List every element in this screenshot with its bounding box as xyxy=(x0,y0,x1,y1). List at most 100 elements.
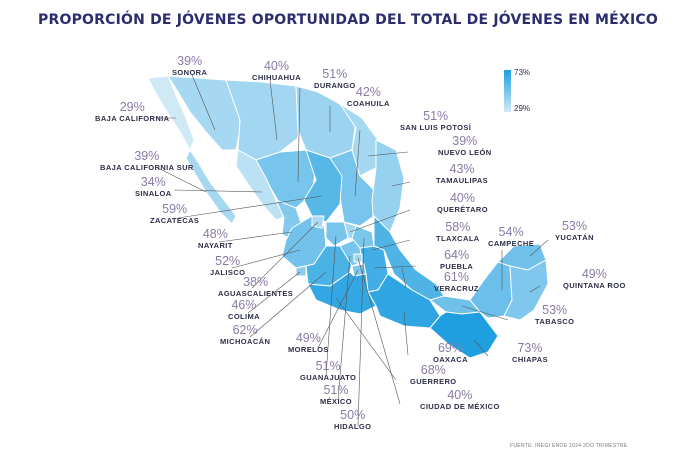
state-name: VERACRUZ xyxy=(434,283,479,293)
leader-line-quintana-roo xyxy=(529,285,541,293)
legend-min-label: 29% xyxy=(514,104,531,113)
state-pct: 61% xyxy=(443,270,469,284)
state-name: COLIMA xyxy=(228,311,260,321)
leader-lines xyxy=(156,74,549,427)
leader-line-chihuahua xyxy=(269,79,278,141)
state-shape-guanajuato xyxy=(325,221,349,247)
state-name: TLAXCALA xyxy=(436,233,480,243)
state-shape-colima xyxy=(295,265,307,277)
state-label-yucatan: 53% YUCATÁN xyxy=(555,220,594,241)
leader-line-morelos xyxy=(317,269,359,349)
state-label-campeche: 54% CAMPECHE xyxy=(488,226,534,247)
state-label-morelos: 49% MORELOS xyxy=(288,332,329,353)
state-label-zacatecas: 59% ZACATECAS xyxy=(150,203,199,224)
state-pct: 58% xyxy=(445,220,471,234)
leader-line-zacatecas xyxy=(177,195,323,219)
state-name: MORELOS xyxy=(288,344,329,354)
state-pct: 54% xyxy=(498,225,524,239)
state-pct: 51% xyxy=(423,109,449,123)
state-shape-chiapas xyxy=(429,311,499,359)
leader-line-durango xyxy=(297,87,301,183)
state-label-tamaulipas: 43% TAMAULIPAS xyxy=(436,163,488,184)
state-name: QUERÉTARO xyxy=(437,204,488,214)
state-pct: 49% xyxy=(295,331,321,345)
state-pct: 51% xyxy=(322,67,348,81)
leader-line-san-luis-potosi xyxy=(354,129,361,197)
state-pct: 52% xyxy=(215,254,241,268)
state-label-jalisco: 52% JALISCO xyxy=(210,255,245,276)
state-name: QUINTANA ROO xyxy=(563,280,626,290)
leader-line-mexico xyxy=(337,255,351,401)
state-label-hidalgo: 50% HIDALGO xyxy=(334,409,371,430)
state-pct: 53% xyxy=(542,303,568,317)
state-name: NAYARIT xyxy=(198,240,233,250)
state-shape-quintana-roo xyxy=(503,259,549,321)
state-label-aguascalientes: 38% AGUASCALIENTES xyxy=(218,276,293,297)
state-name: TABASCO xyxy=(535,316,575,326)
state-name: SAN LUIS POTOSÍ xyxy=(400,122,472,132)
leader-line-hidalgo xyxy=(357,237,365,427)
leader-line-nayarit xyxy=(218,231,293,243)
state-name: BAJA CALIFORNIA xyxy=(95,113,170,123)
leader-line-michoacan xyxy=(249,271,327,338)
state-label-san-luis-potosi: 51% SAN LUIS POTOSÍ xyxy=(400,110,471,131)
state-pct: 51% xyxy=(315,359,341,373)
state-pct: 40% xyxy=(263,59,290,73)
state-label-tabasco: 53% TABASCO xyxy=(535,304,574,325)
state-label-quintana-roo: 49% QUINTANA ROO xyxy=(563,268,626,289)
state-pct: 42% xyxy=(355,85,381,99)
state-label-chiapas: 73% CHIAPAS xyxy=(512,342,548,363)
state-label-chihuahua: 40% CHIHUAHUA xyxy=(252,60,301,81)
state-name: ZACATECAS xyxy=(150,215,200,225)
state-label-baja-california: 29% BAJA CALIFORNIA xyxy=(95,101,169,122)
state-label-coahuila: 42% COAHUILA xyxy=(347,86,390,107)
legend-gradient-bar xyxy=(504,70,511,112)
state-label-tlaxcala: 58% TLAXCALA xyxy=(436,221,480,242)
state-name: MICHOACÁN xyxy=(220,336,271,346)
state-pct: 48% xyxy=(202,227,228,241)
state-pct: 34% xyxy=(140,175,166,189)
leader-line-tabasco xyxy=(461,305,509,321)
state-label-nayarit: 48% NAYARIT xyxy=(198,228,233,249)
state-pct: 46% xyxy=(231,298,257,312)
state-name: DURANGO xyxy=(314,80,356,90)
leader-line-puebla xyxy=(373,265,417,269)
state-shape-baja-california-sur xyxy=(185,149,237,225)
leader-line-aguascalientes xyxy=(251,221,319,289)
leader-line-sonora xyxy=(191,74,216,131)
state-pct: 69% xyxy=(437,341,463,355)
state-name: SONORA xyxy=(172,67,208,77)
state-shapes xyxy=(147,75,549,359)
state-label-colima: 46% COLIMA xyxy=(228,299,260,320)
legend-max-label: 73% xyxy=(514,68,531,77)
state-pct: 62% xyxy=(232,323,258,337)
state-pct: 59% xyxy=(162,202,188,216)
leader-line-guanajuato xyxy=(325,235,337,377)
state-name: CHIAPAS xyxy=(512,354,548,364)
state-shape-baja-california xyxy=(147,75,195,152)
leader-line-queretaro xyxy=(349,209,411,233)
state-name: CHIHUAHUA xyxy=(252,72,302,82)
state-name: MÉXICO xyxy=(320,396,352,406)
state-name: TAMAULIPAS xyxy=(436,175,489,185)
page-title: PROPORCIÓN DE JÓVENES OPORTUNIDAD DEL TO… xyxy=(38,12,658,28)
state-label-oaxaca: 69% OAXACA xyxy=(433,342,468,363)
state-name: BAJA CALIFORNIA SUR xyxy=(100,162,194,172)
leader-line-baja-california-sur xyxy=(157,167,207,193)
leader-line-tlaxcala xyxy=(371,239,411,251)
state-pct: 39% xyxy=(452,134,478,148)
state-pct: 40% xyxy=(447,388,473,402)
state-shape-chihuahua xyxy=(225,79,301,161)
leader-line-oaxaca xyxy=(403,311,409,356)
state-label-michoacan: 62% MICHOACÁN xyxy=(220,324,270,345)
state-pct: 29% xyxy=(119,100,145,114)
state-pct: 51% xyxy=(323,383,349,397)
state-label-queretaro: 40% QUERÉTARO xyxy=(437,192,488,213)
leader-line-chiapas xyxy=(473,339,489,357)
state-pct: 64% xyxy=(444,248,470,262)
state-name: NUEVO LEÓN xyxy=(438,147,492,157)
leader-line-veracruz xyxy=(401,267,407,289)
state-label-durango: 51% DURANGO xyxy=(314,68,356,89)
state-label-guerrero: 68% GUERRERO xyxy=(410,364,457,385)
